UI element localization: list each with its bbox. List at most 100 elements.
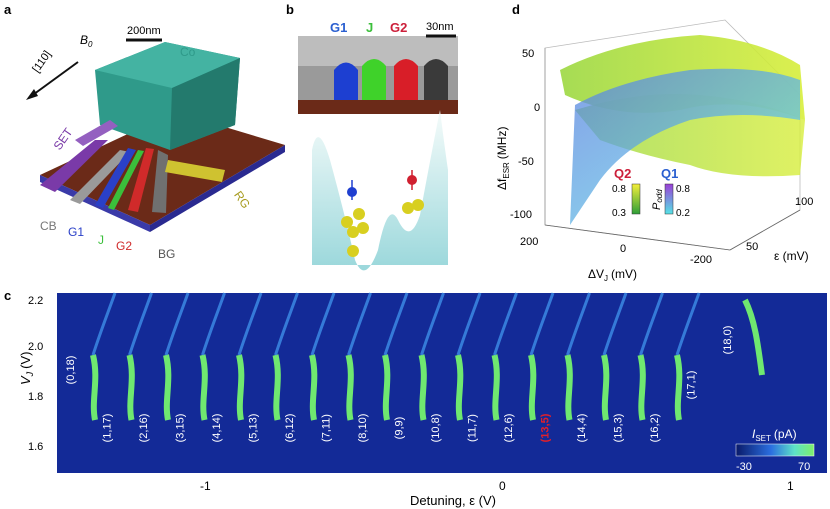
anticrossing-line-2	[164, 292, 190, 356]
transition-line-12	[528, 354, 537, 421]
field-label: B0	[80, 33, 93, 49]
label-co: Co	[180, 45, 196, 59]
anticrossing-line-6	[310, 292, 336, 356]
transition-line-6	[309, 354, 318, 421]
charge-state-label-17: (17,1)	[686, 371, 698, 400]
anticrossing-line-13	[566, 292, 591, 356]
transition-line-4	[236, 354, 245, 421]
label-b-g1: G1	[330, 20, 347, 35]
z-tick-1: 0	[534, 102, 540, 114]
charge-state-label-3: (3,15)	[175, 414, 187, 443]
anticrossing-line-12	[529, 292, 555, 356]
label-b-j: J	[366, 20, 373, 35]
charge-stability-map	[57, 293, 827, 473]
charge-state-label-16: (16,2)	[649, 414, 661, 443]
label-bg: BG	[158, 247, 175, 261]
charge-state-label-6: (6,12)	[284, 414, 296, 443]
g2-gate	[128, 148, 154, 212]
panel-c: c (0,18) (1,17) (2,16) (3,15) (4,14) (5,13) (6…	[4, 288, 827, 508]
y-tick-1: 50	[746, 241, 758, 253]
charge-state-label-10: (10,8)	[430, 414, 442, 443]
c-y-tick-2: 1.8	[28, 391, 43, 403]
label-g1: G1	[68, 225, 84, 239]
transition-line-16	[674, 354, 683, 421]
transition-line-last	[742, 298, 765, 376]
panel-letter-a: a	[4, 2, 12, 17]
x-axis-label: ΔVJ (mV)	[588, 267, 637, 283]
c-y-axis-label: VJ(V)	[18, 351, 35, 385]
rg-gate	[165, 160, 225, 182]
colorbar-q1-min: 0.2	[676, 208, 690, 219]
anticrossing-line-8	[383, 292, 409, 356]
charge-state-label-9: (9,9)	[394, 417, 406, 440]
transition-line-7	[345, 354, 354, 421]
panel-b: b G1 J G2 30nm	[286, 2, 458, 271]
transition-line-14	[601, 354, 610, 421]
colorbar-p-label: Podd	[651, 189, 664, 210]
transition-line-1	[126, 354, 135, 421]
transition-line-8	[382, 354, 391, 421]
scalebar-b-label: 30nm	[426, 21, 454, 33]
charge-state-label-0: (0,18)	[65, 356, 77, 385]
transition-line-10	[455, 354, 464, 421]
label-j: J	[98, 233, 104, 247]
substrate-side-left	[40, 175, 150, 232]
transition-line-15	[637, 354, 646, 421]
iset-max: 70	[798, 461, 810, 473]
anticrossing-line-4	[237, 292, 263, 356]
transition-line-11	[491, 354, 500, 421]
anticrossing-line-9	[420, 292, 445, 356]
transition-lines	[90, 292, 765, 421]
c-x-axis-label: Detuning, ε (V)	[410, 493, 496, 508]
iset-colorbar	[735, 443, 815, 457]
transition-line-13	[564, 354, 573, 421]
panel-letter-d: d	[512, 2, 520, 17]
c-x-tick-2: 1	[787, 479, 794, 493]
charge-state-label-13: (13,5)	[540, 413, 552, 442]
q1-surface	[570, 68, 800, 225]
anticrossing-line-14	[602, 292, 628, 356]
label-g2: G2	[116, 239, 132, 253]
bg-gate	[152, 150, 168, 213]
z-tick-0: 50	[522, 48, 534, 60]
j-gate	[108, 150, 144, 210]
x-tick-2: -200	[690, 254, 712, 266]
c-y-tick-0: 2.2	[28, 295, 43, 307]
anticrossing-line-15	[639, 292, 664, 356]
anticrossing-line-0	[91, 292, 117, 356]
z-tick-2: -50	[518, 156, 534, 168]
transition-line-3	[199, 354, 208, 421]
direction-label: [110]	[30, 49, 53, 75]
charge-state-label-8: (8,10)	[357, 414, 369, 443]
c-y-tick-3: 1.6	[28, 441, 43, 453]
x-tick-0: 200	[520, 236, 538, 248]
y-axis-label: ε (mV)	[774, 249, 809, 263]
label-b-g2: G2	[390, 20, 407, 35]
colorbar-q2-label: Q2	[614, 166, 631, 181]
substrate-side-right	[150, 145, 285, 232]
colorbar-q2-min: 0.3	[612, 208, 626, 219]
z-tick-3: -100	[510, 209, 532, 221]
transition-line-2	[163, 354, 172, 421]
c-x-tick-1: 0	[499, 479, 506, 493]
charge-state-labels: (0,18) (1,17) (2,16) (3,15) (4,14) (5,13) (6,1…	[65, 326, 734, 443]
c-y-tick-1: 2.0	[28, 341, 43, 353]
charge-state-label-5: (5,13)	[248, 414, 260, 443]
double-well-potential	[312, 110, 448, 271]
anticrossing-line-16	[675, 292, 701, 356]
transition-line-0	[90, 354, 99, 421]
label-rg: RG	[231, 188, 253, 211]
label-cb: CB	[40, 219, 57, 233]
colorbar-q1	[664, 183, 674, 215]
panel-letter-c: c	[4, 288, 11, 303]
anticrossing-line-11	[493, 292, 518, 356]
anticrossing-line-5	[274, 292, 299, 356]
panel-d: d 50 0 -50 -100 ΔfESR(MHz) 200 0 -200 ΔV…	[495, 2, 813, 283]
anticrossing-line-3	[201, 292, 226, 356]
label-set: SET	[51, 125, 76, 153]
panel-letter-b: b	[286, 2, 294, 17]
charge-state-label-14: (14,4)	[576, 414, 588, 443]
scalebar-a-label: 200nm	[127, 25, 161, 37]
direction-arrow	[29, 61, 79, 98]
